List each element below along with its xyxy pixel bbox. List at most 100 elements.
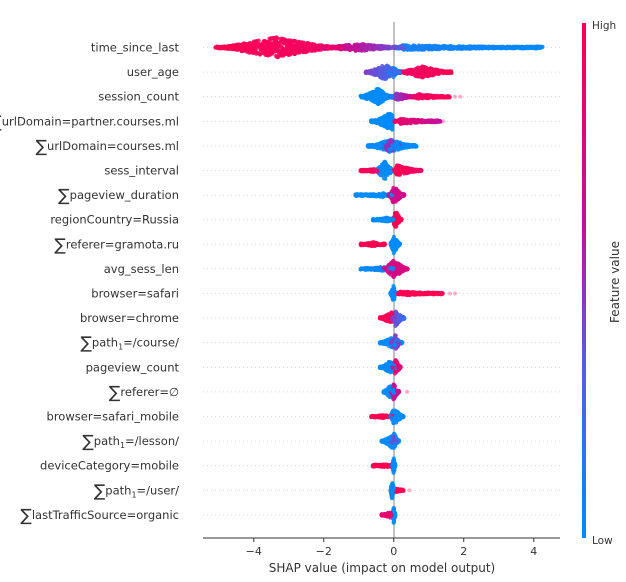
shap-point (534, 45, 538, 49)
shap-point (410, 118, 414, 122)
shap-point (403, 71, 407, 75)
shap-point (514, 45, 518, 49)
shap-point (398, 94, 402, 98)
shap-point (381, 166, 385, 170)
shap-point (388, 270, 392, 274)
shap-point (388, 67, 392, 71)
shap-point (411, 170, 415, 174)
shap-point (281, 48, 285, 52)
shap-point (309, 46, 313, 50)
shap-point (444, 95, 448, 99)
shap-point (294, 39, 298, 43)
shap-point (365, 193, 369, 197)
shap-point (274, 54, 278, 58)
shap-point (403, 119, 407, 123)
shap-point (377, 66, 381, 70)
shap-point (488, 45, 492, 49)
shap-point (376, 95, 380, 99)
shap-point (415, 96, 419, 100)
shap-point (223, 46, 227, 50)
shap-point (393, 45, 397, 49)
shap-point (381, 92, 385, 96)
shap-point (391, 275, 395, 279)
shap-point (292, 51, 296, 55)
shap-point (369, 120, 373, 124)
shap-point (378, 194, 382, 198)
shap-point (411, 143, 415, 147)
shap-point (420, 118, 424, 122)
shap-point (374, 266, 378, 270)
shap-point (377, 142, 381, 146)
shap-point (288, 46, 292, 50)
shap-point (413, 46, 417, 50)
shap-point (382, 217, 386, 221)
shap-point (388, 117, 392, 121)
shap-point (414, 74, 418, 78)
shap-point (357, 43, 361, 47)
shap-point (214, 45, 218, 49)
shap-point (374, 47, 378, 51)
shap-point (296, 49, 300, 53)
shap-point (265, 53, 269, 57)
shap-point (366, 47, 370, 51)
shap-point (377, 88, 381, 92)
shap-point (334, 45, 338, 49)
shap-point (377, 117, 381, 121)
shap-point (390, 126, 394, 130)
shap-point (359, 168, 363, 172)
shap-point (373, 100, 377, 104)
shap-point (403, 168, 407, 172)
shap-point (342, 44, 346, 48)
shap-point (481, 46, 485, 50)
shap-point (254, 43, 258, 47)
shap-point (237, 43, 241, 47)
shap-point (439, 70, 443, 74)
shap-point (267, 37, 271, 41)
shap-point (426, 46, 430, 50)
shap-point (453, 46, 457, 50)
shap-point (435, 95, 439, 99)
shap-point (302, 43, 306, 47)
shap-point (447, 47, 451, 51)
shap-point (395, 198, 399, 202)
shap-point (298, 45, 302, 49)
shap-point (453, 95, 457, 99)
shap-point (317, 46, 321, 50)
shap-point (379, 74, 383, 78)
shap-point (421, 44, 425, 48)
shap-point (397, 146, 401, 150)
shap-point (397, 164, 401, 168)
shap-point (391, 190, 395, 194)
shap-point (468, 44, 472, 48)
shap-point (406, 267, 410, 271)
shap-point (373, 120, 377, 124)
shap-point (395, 142, 399, 146)
shap-point (418, 168, 422, 172)
shap-point (396, 70, 400, 74)
shap-point (500, 46, 504, 50)
shap-point (389, 113, 393, 117)
shap-point (382, 194, 386, 198)
shap-point (397, 262, 401, 266)
shap-point (394, 246, 398, 250)
shap-point (368, 143, 372, 147)
shap-point (264, 45, 268, 49)
shap-point (410, 68, 414, 72)
shap-point (327, 46, 331, 50)
shap-point (398, 217, 402, 221)
shap-point (347, 43, 351, 47)
shap-point (423, 94, 427, 98)
shap-point (391, 266, 395, 270)
shap-point (407, 145, 411, 149)
shap-point (365, 241, 369, 245)
shap-point (526, 45, 530, 49)
shap-point (269, 48, 273, 52)
shap-point (440, 45, 444, 49)
shap-point (391, 199, 395, 203)
shap-point (358, 193, 362, 197)
shap-point (379, 268, 383, 272)
shap-point (286, 41, 290, 45)
shap-point (351, 47, 355, 51)
shap-point (393, 169, 397, 173)
